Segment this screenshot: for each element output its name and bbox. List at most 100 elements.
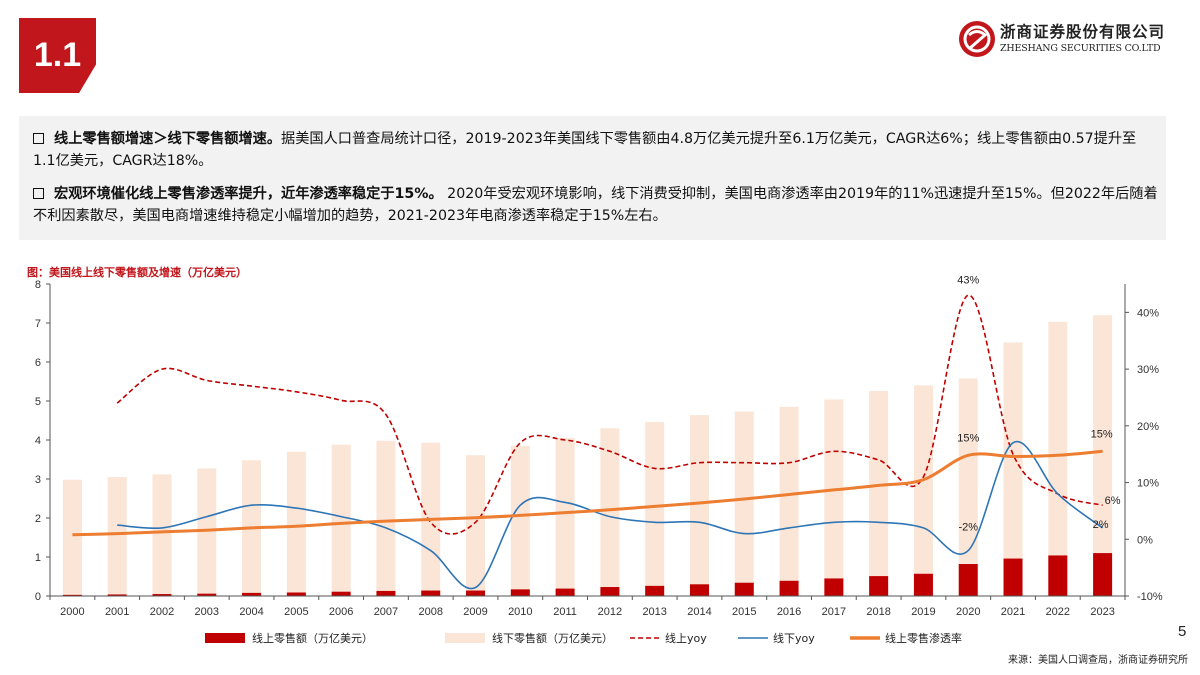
- offline-retail-bar: [510, 445, 530, 596]
- x-axis-tick-label: 2005: [284, 606, 308, 618]
- offline-retail-bar: [107, 477, 127, 596]
- left-axis-tick-label: 4: [35, 435, 41, 447]
- online-retail-bar: [376, 590, 396, 596]
- x-axis-tick-label: 2022: [1046, 606, 1070, 618]
- offline-retail-bar: [689, 415, 709, 596]
- penetration-rate-line: [72, 449, 1103, 537]
- online-retail-bar: [242, 592, 262, 596]
- online-retail-bar: [331, 591, 351, 596]
- online-retail-bar: [510, 589, 530, 596]
- online-retail-bar: [421, 590, 441, 596]
- x-axis-tick-label: 2020: [956, 606, 980, 618]
- right-axis-tick-label: 0%: [1137, 534, 1153, 546]
- legend-swatch: [205, 633, 245, 643]
- right-axis-tick-label: 20%: [1137, 421, 1159, 433]
- offline-retail-bar: [152, 474, 172, 596]
- offline-retail-bar: [376, 440, 396, 596]
- company-name-en: ZHESHANG SECURITIES CO.LTD: [1000, 43, 1161, 54]
- x-axis-tick-label: 2006: [329, 606, 353, 618]
- company-name-cn: 浙商证券股份有限公司: [1000, 23, 1166, 41]
- summary-box: 线上零售额增速＞线下零售额增速。据美国人口普查局统计口径，2019-2023年美…: [19, 116, 1166, 240]
- online-retail-bar: [913, 573, 933, 596]
- offline-retail-bar: [197, 468, 217, 596]
- legend-label: 线上零售渗透率: [885, 631, 962, 645]
- bullet-1: 线上零售额增速＞线下零售额增速。据美国人口普查局统计口径，2019-2023年美…: [33, 128, 1158, 172]
- data-label: 15%: [1091, 428, 1113, 440]
- online-retail-bar: [779, 580, 799, 596]
- offline-retail-bar: [1048, 321, 1068, 596]
- x-axis-tick-label: 2004: [239, 606, 263, 618]
- legend-label: 线上零售额（万亿美元）: [252, 631, 373, 645]
- offline-retail-bar: [779, 406, 799, 596]
- online-retail-bar: [62, 594, 82, 596]
- right-axis-tick-label: 30%: [1137, 364, 1159, 376]
- online-retail-bar: [1003, 558, 1023, 596]
- online-retail-bar: [958, 564, 978, 596]
- left-axis-tick-label: 3: [35, 474, 41, 486]
- page-number: 5: [1178, 623, 1187, 640]
- left-axis-tick-label: 8: [35, 279, 41, 291]
- online-retail-bar: [1093, 553, 1113, 596]
- bullet-1-headline: 线上零售额增速＞线下零售额增速。: [54, 131, 282, 147]
- x-axis-tick-label: 2002: [150, 606, 174, 618]
- x-axis-tick-label: 2003: [195, 606, 219, 618]
- online-retail-bar: [689, 584, 709, 596]
- x-axis-tick-label: 2016: [777, 606, 801, 618]
- x-axis-tick-label: 2013: [642, 606, 666, 618]
- online-retail-bar: [1048, 555, 1068, 596]
- online-retail-bar: [645, 585, 665, 596]
- bullet-2-headline: 宏观环境催化线上零售渗透率提升，近年渗透率稳定于15%。: [54, 186, 443, 202]
- offline-retail-bar: [734, 411, 754, 596]
- x-axis-tick-label: 2017: [822, 606, 846, 618]
- left-axis-tick-label: 6: [35, 357, 41, 369]
- x-axis-tick-label: 2008: [418, 606, 442, 618]
- right-axis-tick-label: 10%: [1137, 478, 1159, 490]
- offline-retail-bar: [913, 385, 933, 596]
- x-axis-tick-label: 2023: [1090, 606, 1114, 618]
- offline-retail-bar: [286, 451, 306, 596]
- legend-swatch: [445, 633, 485, 643]
- left-axis-tick-label: 5: [35, 396, 41, 408]
- legend-label: 线下yoy: [773, 631, 815, 645]
- offline-retail-bar: [1003, 342, 1023, 596]
- x-axis-tick-label: 2014: [687, 606, 711, 618]
- offline-retail-bar: [1093, 315, 1113, 596]
- section-badge: 1.1: [19, 18, 96, 93]
- left-axis-tick-label: 2: [35, 513, 41, 525]
- bullet-2-text: 2020年受宏观环境影响，线下消费受抑制，美国电商渗透率由2019年的11%迅速…: [33, 186, 1158, 224]
- online-retail-bar: [107, 594, 127, 596]
- offline-retail-bar: [62, 479, 82, 596]
- right-axis-tick-label: 40%: [1137, 307, 1159, 319]
- data-label: 15%: [957, 432, 979, 444]
- x-axis-tick-label: 2000: [60, 606, 84, 618]
- bullet-1-text: 据美国人口普查局统计口径，2019-2023年美国线下零售额由4.8万亿美元提升…: [33, 131, 1137, 169]
- company-logo: 浙商证券股份有限公司 ZHESHANG SECURITIES CO.LTD: [958, 18, 1183, 60]
- left-axis-tick-label: 1: [35, 552, 41, 564]
- online-retail-bar: [286, 592, 306, 596]
- online-retail-bar: [734, 582, 754, 596]
- section-number: 1.1: [33, 36, 82, 74]
- x-axis-tick-label: 2018: [866, 606, 890, 618]
- left-axis-tick-label: 0: [35, 591, 41, 603]
- online-retail-bar: [466, 590, 486, 596]
- x-axis-tick-label: 2019: [911, 606, 935, 618]
- offline-retail-bar: [466, 455, 486, 596]
- right-axis-tick-label: -10%: [1137, 591, 1163, 603]
- offline-retail-bar: [645, 422, 665, 596]
- online-retail-bar: [869, 576, 889, 596]
- x-axis-tick-label: 2012: [598, 606, 622, 618]
- data-label: 43%: [957, 274, 979, 286]
- source-note: 来源：美国人口调查局，浙商证券研究所: [1008, 655, 1188, 666]
- x-axis-tick-label: 2010: [508, 606, 532, 618]
- online-retail-bar: [600, 587, 620, 596]
- data-label: -2%: [958, 522, 978, 534]
- online-retail-bar: [824, 578, 844, 596]
- data-label: 6%: [1105, 495, 1121, 507]
- x-axis-tick-label: 2015: [732, 606, 756, 618]
- checkbox-icon: [33, 188, 44, 199]
- online-retail-bar: [555, 588, 575, 596]
- data-label: 2%: [1093, 519, 1109, 531]
- offline-retail-bar: [555, 438, 575, 596]
- x-axis-tick-label: 2007: [374, 606, 398, 618]
